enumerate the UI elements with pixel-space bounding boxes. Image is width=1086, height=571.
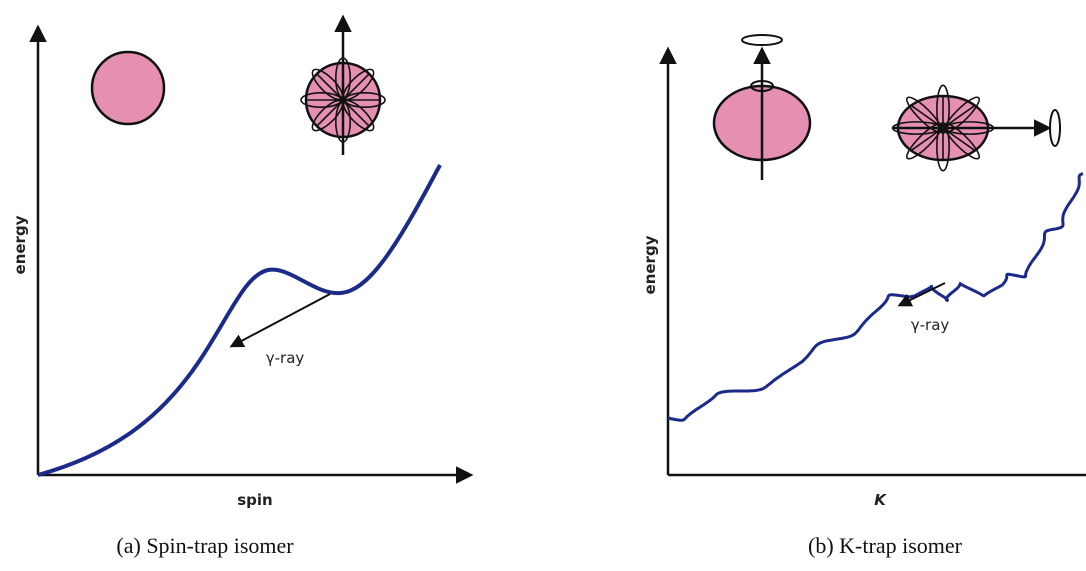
- spoke: [942, 104, 976, 129]
- annotation: γ-ray: [911, 316, 950, 334]
- orbit: [906, 122, 943, 160]
- orbit: [936, 84, 950, 135]
- panel-a: energy spin γ-ray (a) Spin-trap isomer: [11, 14, 474, 558]
- k-band-curve: [667, 172, 1084, 422]
- x-axis-label: spin: [237, 491, 273, 509]
- gamma-arrow: [229, 293, 331, 348]
- y-axis-label: energy: [11, 215, 29, 274]
- rotating-nucleus: [300, 14, 386, 155]
- panel-b: energy K γ-ray (b) K-trap isomer: [641, 34, 1086, 558]
- spoke: [315, 99, 344, 128]
- caption: (a) Spin-trap isomer: [116, 533, 294, 558]
- spoke: [342, 99, 371, 128]
- spoke: [315, 72, 344, 101]
- caption: (b) K-trap isomer: [808, 533, 963, 558]
- annotation: γ-ray: [266, 349, 305, 367]
- x-axis-label: K: [874, 491, 887, 509]
- yrast-curve: [37, 164, 442, 477]
- spoke: [342, 72, 371, 101]
- gamma-arrow: [897, 282, 946, 307]
- spherical-nucleus: [90, 50, 166, 126]
- orbit: [943, 96, 980, 134]
- y-axis-label: energy: [641, 235, 659, 294]
- prolate-nucleus-k: [712, 34, 812, 180]
- prolate-nucleus-rot: [891, 84, 1061, 172]
